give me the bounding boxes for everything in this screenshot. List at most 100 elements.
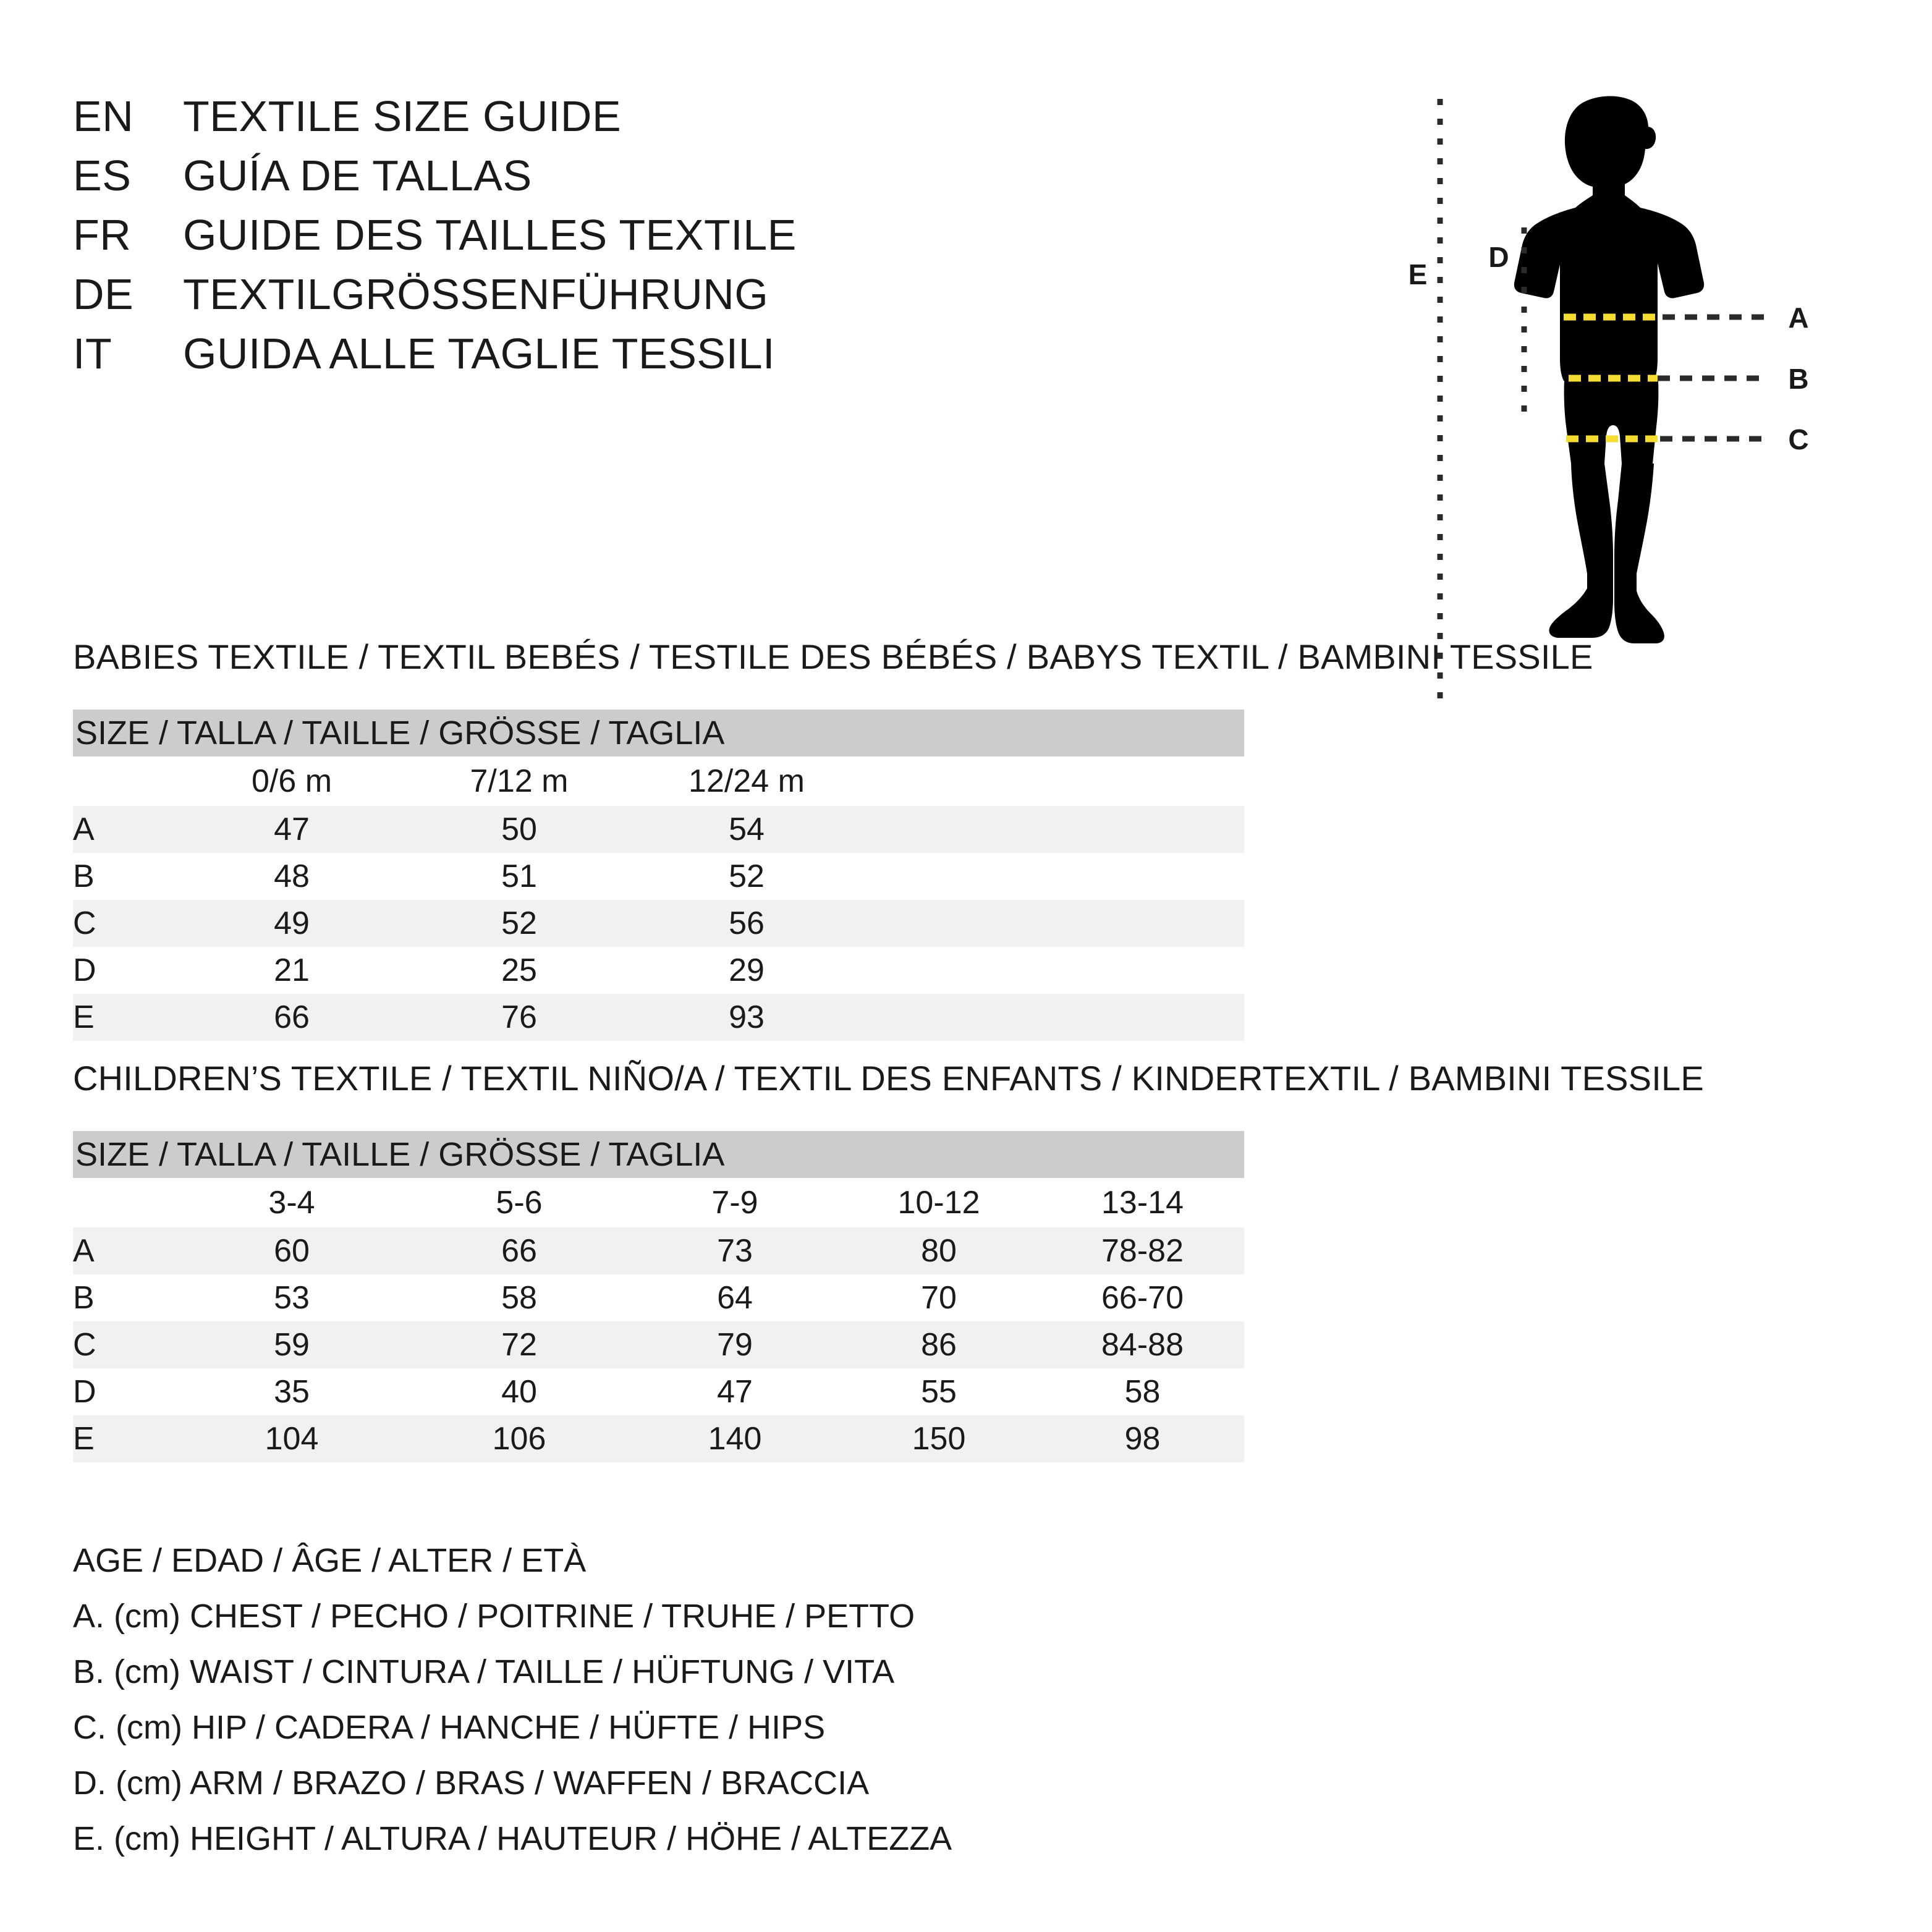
table-row: E 66 76 93 [73, 994, 1245, 1041]
babies-column-header-2: 12/24 m [633, 756, 860, 806]
figure-label-a: A [1788, 302, 1808, 334]
children-row-label-a: A [73, 1227, 178, 1274]
table-row: B 48 51 52 [73, 853, 1244, 900]
babies-cell-b-2: 52 [729, 858, 765, 894]
babies-cell-a-0: 47 [178, 806, 405, 853]
figure-label-e: E [1409, 258, 1428, 290]
children-cell-c-0: 59 [178, 1321, 405, 1368]
table-row: A 60 66 73 80 78-82 [73, 1227, 1245, 1274]
children-cell-d-3: 55 [921, 1374, 957, 1410]
children-cell-a-1: 66 [405, 1227, 633, 1274]
babies-section-title: BABIES TEXTILE / TEXTIL BEBÉS / TESTILE … [73, 637, 1593, 676]
babies-cell-d-2: 29 [729, 952, 765, 988]
language-code-fr: FR [73, 211, 132, 259]
language-row-it: IT GUIDA ALLE TAGLIE TESSILI [73, 329, 1247, 388]
language-row-de: DE TEXTILGRÖSSENFÜHRUNG [73, 269, 1247, 329]
children-cell-a-4: 78-82 [1041, 1227, 1245, 1274]
child-silhouette-icon [1514, 96, 1705, 643]
children-cell-e-0: 104 [178, 1415, 405, 1462]
table-row: A 47 50 54 [73, 806, 1245, 853]
children-cell-b-4: 66-70 [1101, 1280, 1184, 1316]
babies-row-label-a: A [73, 806, 178, 853]
language-code-en: EN [73, 92, 134, 140]
table-row: C 59 72 79 86 84-88 [73, 1321, 1245, 1368]
babies-cell-c-1: 52 [405, 900, 633, 947]
babies-band-header-row: SIZE / TALLA / TAILLE / GRÖSSE / TAGLIA [73, 710, 1245, 756]
children-section-title: CHILDREN’S TEXTILE / TEXTIL NIÑO/A / TEX… [73, 1059, 1704, 1098]
children-cell-d-1: 40 [501, 1374, 537, 1410]
legend-line-e-height: E. (cm) HEIGHT / ALTURA / HAUTEUR / HÖHE… [73, 1820, 952, 1857]
children-cell-b-3: 70 [921, 1280, 957, 1316]
babies-cell-e-1: 76 [405, 994, 633, 1041]
babies-corner-cell [73, 756, 178, 806]
children-column-header-row: 3-4 5-6 7-9 10-12 13-14 [73, 1178, 1245, 1227]
language-code-es: ES [73, 151, 132, 200]
language-title-fr: GUIDE DES TAILLES TEXTILE [183, 211, 797, 259]
children-cell-c-3: 86 [837, 1321, 1041, 1368]
children-row-label-b: B [73, 1280, 95, 1316]
children-cell-b-0: 53 [274, 1280, 310, 1316]
babies-cell-c-2: 56 [633, 900, 860, 947]
children-column-header-4: 13-14 [1041, 1178, 1245, 1227]
babies-band-label: SIZE / TALLA / TAILLE / GRÖSSE / TAGLIA [73, 710, 1245, 756]
language-title-es: GUÍA DE TALLAS [183, 151, 532, 200]
babies-column-header-row: 0/6 m 7/12 m 12/24 m [73, 756, 1245, 806]
babies-cell-d-0: 21 [274, 952, 310, 988]
babies-spacer-cell [860, 756, 1245, 806]
babies-cell-e-2: 93 [633, 994, 860, 1041]
legend-line-a-chest: A. (cm) CHEST / PECHO / POITRINE / TRUHE… [73, 1598, 915, 1635]
language-title-en: TEXTILE SIZE GUIDE [183, 92, 622, 140]
babies-cell-a-2: 54 [633, 806, 860, 853]
language-title-block: EN TEXTILE SIZE GUIDE ES GUÍA DE TALLAS … [73, 91, 1247, 388]
measurement-legend: AGE / EDAD / ÂGE / ALTER / ETÀ A. (cm) C… [73, 1533, 1309, 1866]
children-column-header-2: 7-9 [633, 1178, 837, 1227]
language-title-it: GUIDA ALLE TAGLIE TESSILI [183, 329, 775, 378]
table-row: D 35 40 47 55 58 [73, 1368, 1244, 1415]
children-corner-cell [73, 1178, 178, 1227]
children-cell-b-1: 58 [501, 1280, 537, 1316]
children-cell-a-0: 60 [178, 1227, 405, 1274]
babies-column-header-1: 7/12 m [405, 756, 633, 806]
legend-line-b-waist: B. (cm) WAIST / CINTURA / TAILLE / HÜFTU… [73, 1653, 895, 1690]
table-row: B 53 58 64 70 66-70 [73, 1274, 1244, 1321]
figure-label-d: D [1488, 241, 1509, 273]
language-row-fr: FR GUIDE DES TAILLES TEXTILE [73, 210, 1247, 269]
babies-size-table: SIZE / TALLA / TAILLE / GRÖSSE / TAGLIA … [73, 710, 1245, 1041]
babies-cell-b-1: 51 [501, 858, 537, 894]
babies-row-label-b: B [73, 858, 95, 894]
legend-line-age: AGE / EDAD / ÂGE / ALTER / ETÀ [73, 1542, 587, 1579]
language-code-de: DE [73, 270, 134, 318]
children-size-table: SIZE / TALLA / TAILLE / GRÖSSE / TAGLIA … [73, 1131, 1245, 1462]
children-cell-d-4: 58 [1124, 1374, 1161, 1410]
language-row-en: EN TEXTILE SIZE GUIDE [73, 91, 1247, 151]
children-cell-c-1: 72 [405, 1321, 633, 1368]
babies-cell-e-0: 66 [178, 994, 405, 1041]
children-cell-e-2: 140 [633, 1415, 837, 1462]
children-row-label-c: C [73, 1321, 178, 1368]
babies-row-label-c: C [73, 900, 178, 947]
children-cell-d-0: 35 [274, 1374, 310, 1410]
legend-line-c-hip: C. (cm) HIP / CADERA / HANCHE / HÜFTE / … [73, 1709, 826, 1746]
table-row: E 104 106 140 150 98 [73, 1415, 1245, 1462]
children-cell-e-4: 98 [1041, 1415, 1245, 1462]
children-cell-e-3: 150 [837, 1415, 1041, 1462]
children-cell-c-4: 84-88 [1041, 1321, 1245, 1368]
legend-line-d-arm: D. (cm) ARM / BRAZO / BRAS / WAFFEN / BR… [73, 1765, 870, 1802]
children-cell-a-2: 73 [633, 1227, 837, 1274]
language-code-it: IT [73, 329, 112, 378]
table-row: D 21 25 29 [73, 947, 1244, 994]
babies-row-label-e: E [73, 994, 178, 1041]
children-row-label-d: D [73, 1374, 96, 1410]
children-cell-c-2: 79 [633, 1321, 837, 1368]
children-row-label-e: E [73, 1415, 178, 1462]
babies-cell-d-1: 25 [501, 952, 537, 988]
babies-row-label-d: D [73, 952, 96, 988]
children-column-header-3: 10-12 [837, 1178, 1041, 1227]
language-title-de: TEXTILGRÖSSENFÜHRUNG [183, 270, 769, 318]
children-band-header-row: SIZE / TALLA / TAILLE / GRÖSSE / TAGLIA [73, 1131, 1245, 1178]
language-row-es: ES GUÍA DE TALLAS [73, 151, 1247, 210]
children-cell-b-2: 64 [717, 1280, 753, 1316]
babies-cell-a-1: 50 [405, 806, 633, 853]
children-column-header-0: 3-4 [178, 1178, 405, 1227]
children-cell-e-1: 106 [405, 1415, 633, 1462]
